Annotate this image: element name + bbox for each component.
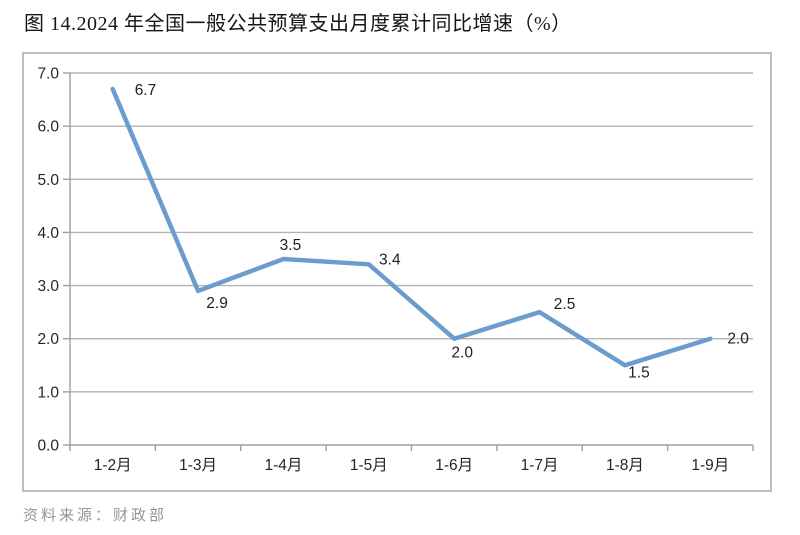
line-chart: 0.0 1.0 2.0 3.0 4.0 5.0 6.0 7.0 1-2月 1-3月 1-4月 1-5月…	[37, 66, 754, 474]
data-point-label: 2.5	[554, 296, 576, 313]
x-category-label: 1-2月	[94, 457, 132, 474]
data-point-label: 1.5	[628, 364, 650, 381]
y-tick-label: 1.0	[37, 384, 59, 401]
chart-title: 图 14.2024 年全国一般公共预算支出月度累计同比增速（%）	[24, 13, 572, 35]
y-tick-label: 2.0	[37, 331, 59, 348]
data-point-label: 2.9	[206, 295, 228, 312]
x-category-label: 1-3月	[179, 457, 217, 474]
y-tick-label: 7.0	[37, 66, 59, 83]
x-category-label: 1-8月	[606, 457, 644, 474]
x-category-label: 1-6月	[435, 457, 473, 474]
x-category-label: 1-7月	[521, 457, 559, 474]
x-category-label: 1-4月	[264, 457, 302, 474]
y-tick-label: 5.0	[37, 172, 59, 189]
data-point-label: 3.5	[280, 237, 302, 254]
source-note: 资料来源：财政部	[23, 508, 168, 524]
data-point-label: 2.0	[727, 331, 749, 348]
data-point-label: 3.4	[379, 251, 401, 268]
y-tick-label: 0.0	[37, 438, 59, 455]
y-tick-label: 6.0	[37, 119, 59, 136]
data-point-label: 6.7	[135, 82, 157, 99]
data-point-label: 2.0	[451, 345, 473, 362]
data-series-line	[110, 86, 713, 368]
y-tick-label: 3.0	[37, 278, 59, 295]
x-category-label: 1-5月	[350, 457, 388, 474]
y-tick-label: 4.0	[37, 225, 59, 242]
chart-area: 0.0 1.0 2.0 3.0 4.0 5.0 6.0 7.0 1-2月 1-3月 1-4月 1-5月…	[22, 52, 772, 492]
x-category-label: 1-9月	[691, 457, 729, 474]
